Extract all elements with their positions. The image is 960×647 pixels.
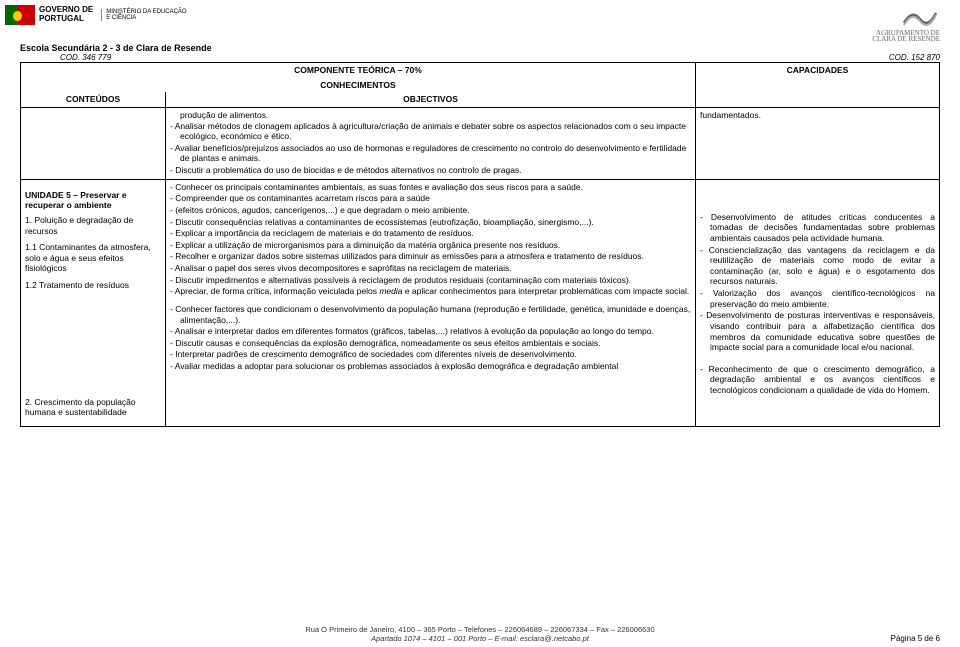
obj-item: Interpretar padrões de crescimento demog… bbox=[170, 349, 691, 360]
footer-line1: Rua O Primeiro de Janeiro, 4100 – 365 Po… bbox=[0, 625, 960, 634]
header-row-1: COMPONENTE TEÓRICA – 70% CAPACIDADES bbox=[21, 63, 940, 78]
hdr-componente: COMPONENTE TEÓRICA – 70% bbox=[21, 63, 696, 78]
footer-line2: Apartado 1074 – 4101 – 001 Porto – E-mai… bbox=[0, 634, 960, 643]
obj-item: Explicar a utilização de microrganismos … bbox=[170, 240, 691, 251]
cod-line: COD. 346 779 COD. 152 870 bbox=[0, 53, 960, 62]
obj-item: Explicar a importância da reciclagem de … bbox=[170, 228, 691, 239]
obj-item: Avaliar benefícios/prejuízos associados … bbox=[170, 143, 691, 164]
page-number: Página 5 de 6 bbox=[891, 634, 940, 643]
cell-cap-2: Desenvolvimento de atitudes críticas con… bbox=[696, 179, 940, 426]
obj-item: Conhecer factores que condicionam o dese… bbox=[170, 304, 691, 325]
obj-item: (efeitos crónicos, agudos, cancerígenos,… bbox=[170, 205, 691, 216]
obj-item: Apreciar, de forma crítica, informação v… bbox=[170, 286, 691, 297]
page-footer: Rua O Primeiro de Janeiro, 4100 – 365 Po… bbox=[0, 625, 960, 643]
obj-list-2a: Conhecer os principais contaminantes amb… bbox=[170, 182, 691, 297]
gov-text: GOVERNO DE PORTUGAL bbox=[39, 6, 93, 24]
obj-item: Compreender que os contaminantes acarret… bbox=[170, 193, 691, 204]
hdr-capacidades: CAPACIDADES bbox=[696, 63, 940, 108]
cap-item: Valorização dos avanços científico-tecno… bbox=[700, 288, 935, 309]
ministry-text: MINISTÉRIO DA EDUCAÇÃO E CIÊNCIA bbox=[101, 9, 186, 21]
obj-item: Discutir a problemática do uso de biocid… bbox=[170, 165, 691, 176]
cod-right: COD. 152 870 bbox=[889, 53, 940, 62]
page-header: GOVERNO DE PORTUGAL MINISTÉRIO DA EDUCAÇ… bbox=[0, 0, 960, 43]
clara-resende-icon bbox=[900, 5, 940, 29]
cap-item: Reconhecimento de que o crescimento demo… bbox=[700, 364, 935, 396]
gov-logo: GOVERNO DE PORTUGAL MINISTÉRIO DA EDUCAÇ… bbox=[5, 5, 187, 25]
cod-left: COD. 346 779 bbox=[60, 53, 111, 62]
cap-list-b: Reconhecimento de que o crescimento demo… bbox=[700, 364, 935, 396]
hdr-conhecimentos: CONHECIMENTOS bbox=[21, 78, 696, 93]
cap-list-a: Desenvolvimento de atitudes críticas con… bbox=[700, 212, 935, 353]
obj-item: Analisar o papel dos seres vivos decompo… bbox=[170, 263, 691, 274]
section-1-2: 1.2 Tratamento de resíduos bbox=[25, 280, 161, 291]
agrup-line2: CLARA DE RESENDE bbox=[872, 35, 940, 43]
obj-item: Conhecer os principais contaminantes amb… bbox=[170, 182, 691, 193]
section-1: 1. Poluição e degradação de recursos bbox=[25, 215, 161, 236]
cap-item: Desenvolvimento de atitudes críticas con… bbox=[700, 212, 935, 244]
cell-objectivos-2: Conhecer os principais contaminantes amb… bbox=[166, 179, 696, 426]
obj-item: Analisar e interpretar dados em diferent… bbox=[170, 326, 691, 337]
obj-item: Discutir consequências relativas a conta… bbox=[170, 217, 691, 228]
hdr-conteudos: CONTEÚDOS bbox=[21, 92, 166, 107]
cell-cap-1: fundamentados. bbox=[696, 107, 940, 179]
obj-item: Discutir impedimentos e alternativas pos… bbox=[170, 275, 691, 286]
cap-item: Consciencialização das vantagens da reci… bbox=[700, 245, 935, 288]
obj-list-1: Analisar métodos de clonagem aplicados à… bbox=[170, 121, 691, 176]
obj-item: Analisar métodos de clonagem aplicados à… bbox=[170, 121, 691, 142]
obj-first-line: produção de alimentos. bbox=[170, 110, 691, 121]
cell-conteudos-2: UNIDADE 5 – Preservar e recuperar o ambi… bbox=[21, 179, 166, 426]
cell-objectivos-1: produção de alimentos. Analisar métodos … bbox=[166, 107, 696, 179]
section-2: 2. Crescimento da população humana e sus… bbox=[25, 397, 161, 418]
gov-line2: PORTUGAL bbox=[39, 15, 93, 24]
cap-item: Desenvolvimento de posturas interventiva… bbox=[700, 310, 935, 353]
curriculum-table: COMPONENTE TEÓRICA – 70% CAPACIDADES CON… bbox=[20, 62, 940, 427]
hdr-objectivos: OBJECTIVOS bbox=[166, 92, 696, 107]
ministry-line2: E CIÊNCIA bbox=[106, 15, 186, 21]
cell-conteudos-1 bbox=[21, 107, 166, 179]
obj-item: Discutir causas e consequências da explo… bbox=[170, 338, 691, 349]
obj-item: Recolher e organizar dados sobre sistema… bbox=[170, 251, 691, 262]
obj-list-2b: Conhecer factores que condicionam o dese… bbox=[170, 304, 691, 372]
unit-title: UNIDADE 5 – Preservar e recuperar o ambi… bbox=[25, 190, 161, 211]
content-row-2: UNIDADE 5 – Preservar e recuperar o ambi… bbox=[21, 179, 940, 426]
section-1-1: 1.1 Contaminantes da atmosfera, solo e á… bbox=[25, 242, 161, 274]
content-row-1: produção de alimentos. Analisar métodos … bbox=[21, 107, 940, 179]
obj-item: Avaliar medidas a adoptar para soluciona… bbox=[170, 361, 691, 372]
portugal-flag-icon bbox=[5, 5, 35, 25]
school-logo: AGRUPAMENTO DE CLARA DE RESENDE bbox=[872, 5, 940, 43]
school-name: Escola Secundária 2 - 3 de Clara de Rese… bbox=[0, 43, 960, 53]
